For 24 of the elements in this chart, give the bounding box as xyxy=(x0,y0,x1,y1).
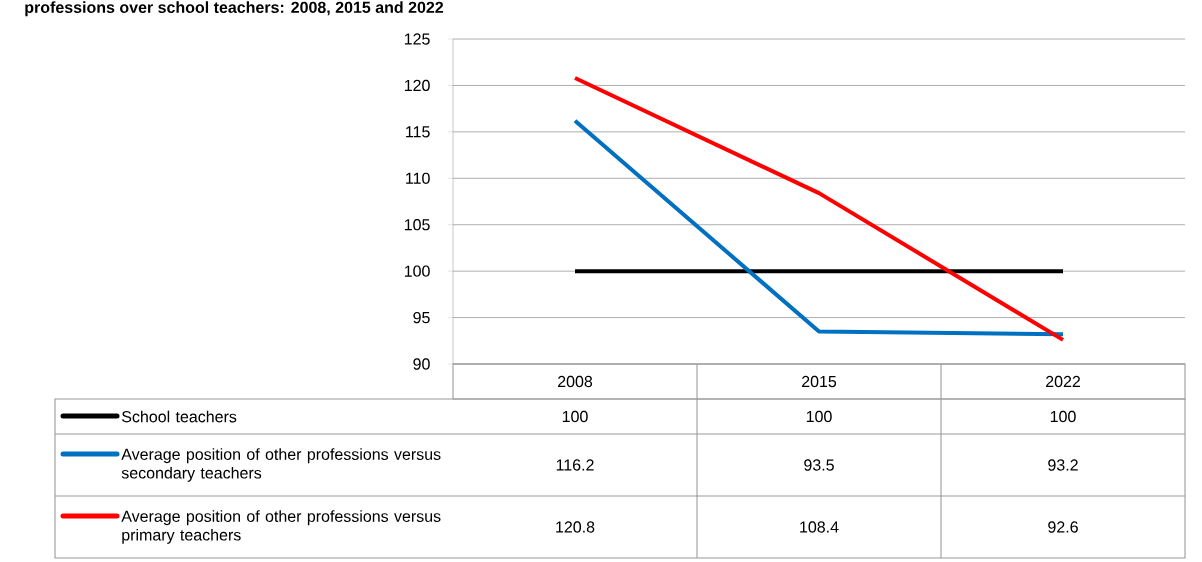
x-tick-label: 2008 xyxy=(558,375,593,388)
y-tick-label: 105 xyxy=(404,219,430,231)
text: professions over school teachers: 2008, 2015 and 2022 xyxy=(25,1,444,17)
y-tick-label: 120 xyxy=(404,79,430,92)
data-label: 120.8 xyxy=(556,521,595,533)
y-tick-label: 125 xyxy=(404,33,430,45)
y-tick-label: 110 xyxy=(406,172,430,184)
legend-label: Average position of other professions versus secondary teachers xyxy=(121,448,441,482)
data-label: 92.6 xyxy=(1048,521,1078,533)
legend-label: School teachers xyxy=(122,410,237,423)
y-tick-label: 95 xyxy=(413,311,430,324)
data-label: 116.2 xyxy=(556,459,594,471)
y-tick-label: 115 xyxy=(406,126,430,138)
data-label: 100 xyxy=(806,410,832,423)
y-tick-label: 90 xyxy=(413,358,430,370)
data-label: 100 xyxy=(1050,410,1076,423)
x-tick-label: 2022 xyxy=(1046,375,1080,388)
data-label: 100 xyxy=(562,410,588,423)
x-tick-label: 2015 xyxy=(802,375,837,388)
data-label: 93.5 xyxy=(804,459,834,471)
legend-label: Average position of other professions versus primary teachers xyxy=(121,510,441,544)
data-label: 108.4 xyxy=(800,521,839,533)
y-tick-label: 100 xyxy=(404,265,430,277)
data-label: 93.2 xyxy=(1048,459,1078,471)
